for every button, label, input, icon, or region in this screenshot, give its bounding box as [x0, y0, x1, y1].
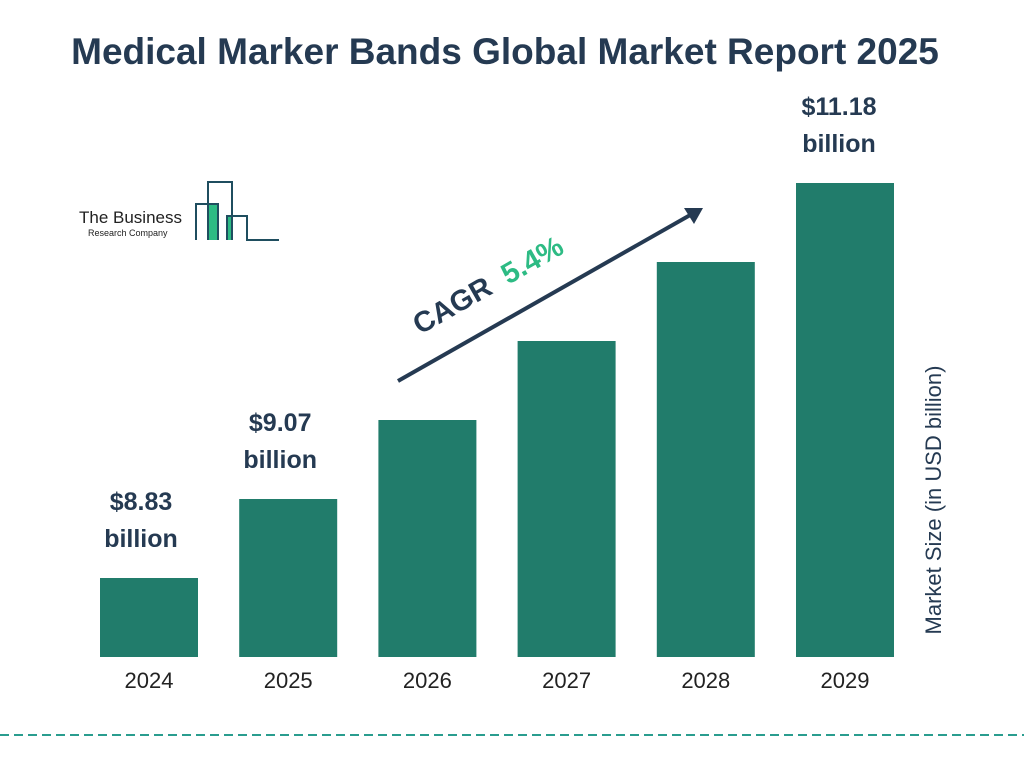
x-tick-2024: 2024 — [125, 668, 174, 693]
cagr-value: 5.4% — [496, 230, 569, 291]
x-tick-2029: 2029 — [821, 668, 870, 693]
chart-title: Medical Marker Bands Global Market Repor… — [71, 31, 939, 72]
logo-outline — [195, 181, 279, 241]
x-tick-2028: 2028 — [681, 668, 730, 693]
data-label-2029: $11.18 billion — [801, 93, 876, 158]
logo-bar-1 — [208, 204, 217, 240]
bar-2028 — [656, 262, 755, 657]
y-axis-label: Market Size (in USD billion) — [921, 366, 946, 635]
cagr-arrow — [397, 208, 703, 383]
bar-2024 — [100, 578, 198, 657]
logo-bar-2 — [227, 216, 232, 240]
svg-text:CAGR 5.4%: CAGR 5.4% — [408, 230, 570, 341]
bar-2026 — [378, 420, 477, 657]
logo: The Business Research Company — [79, 181, 279, 241]
bar-2025 — [239, 499, 338, 657]
logo-line1: The Business — [79, 208, 182, 227]
x-tick-2025: 2025 — [264, 668, 313, 693]
x-tick-2027: 2027 — [542, 668, 591, 693]
x-tick-2026: 2026 — [403, 668, 452, 693]
bar-2027 — [517, 341, 616, 657]
bar-2029 — [796, 183, 894, 657]
data-label-2024: $8.83 billion — [104, 488, 178, 553]
logo-line2: Research Company — [88, 228, 168, 238]
data-label-2025: $9.07 billion — [243, 409, 317, 474]
